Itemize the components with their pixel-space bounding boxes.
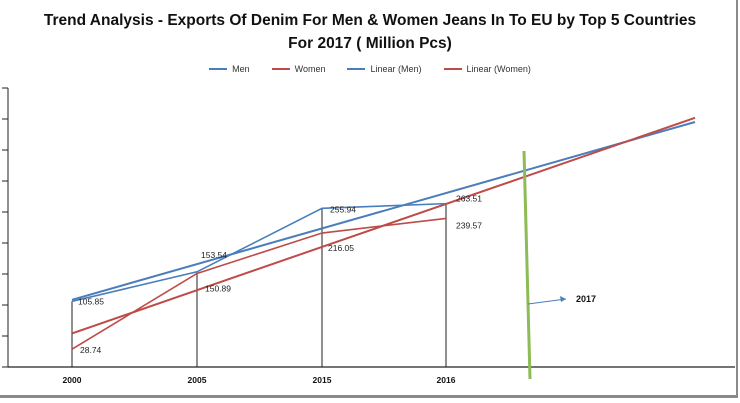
x-tick-label: 2000: [63, 375, 82, 385]
legend-swatch-linear-women: [443, 68, 462, 70]
legend-item-women: Women: [271, 64, 326, 74]
data-label-women: 216.05: [328, 243, 354, 253]
data-label-women: 239.57: [456, 220, 482, 230]
annotation-arrowhead: [560, 296, 566, 302]
data-label-men: 263.51: [456, 194, 482, 204]
legend-item-men: Men: [209, 64, 250, 74]
chart-legend: Men Women Linear (Men) Linear (Women): [0, 64, 740, 74]
legend-label-women: Women: [294, 64, 326, 74]
legend-swatch-men: [209, 68, 228, 70]
annotation-arrow: [527, 298, 567, 305]
series-line-women: [71, 217, 447, 350]
trendline-men: [71, 121, 696, 301]
chart-subtitle: For 2017 ( Million Pcs): [288, 35, 452, 52]
chart-title: Trend Analysis - Exports Of Denim For Me…: [43, 12, 697, 29]
legend-item-linear-women: Linear (Women): [443, 64, 531, 74]
annotation-2017-label: 2017: [576, 294, 596, 304]
data-label-men: 255.94: [330, 204, 356, 214]
x-tick-label: 2015: [313, 375, 332, 385]
data-label-women: 28.74: [80, 345, 102, 355]
legend-label-linear-women: Linear (Women): [466, 64, 531, 74]
x-tick-label: 2016: [437, 375, 456, 385]
legend-label-linear-men: Linear (Men): [370, 64, 422, 74]
x-tick-label: 2005: [188, 375, 207, 385]
legend-label-men: Men: [232, 64, 250, 74]
legend-swatch-linear-men: [347, 68, 366, 70]
legend-swatch-women: [271, 68, 290, 70]
data-label-men: 105.85: [78, 296, 104, 306]
data-label-women: 150.89: [205, 283, 231, 293]
legend-item-linear-men: Linear (Men): [347, 64, 422, 74]
marker-2017-line: [522, 150, 532, 380]
data-label-men: 153.54: [201, 250, 227, 260]
series-line-men: [71, 202, 447, 303]
